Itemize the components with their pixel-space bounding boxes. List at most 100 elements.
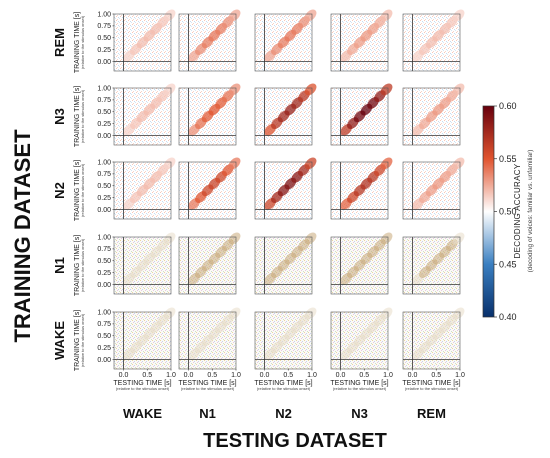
panel-frame — [330, 13, 389, 72]
row-label-n3: N3 — [52, 108, 67, 125]
y-axis-title: TRAINING TIME [s] — [74, 86, 81, 147]
x-tick-label: 0.5 — [207, 372, 217, 379]
panel-frame — [254, 87, 313, 146]
y-tick-label: 1.00 — [97, 234, 111, 241]
row-labels: REM N3 N2 N1 WAKE — [52, 28, 67, 360]
x-tick-label: 1.0 — [383, 372, 393, 379]
y-tick-label: 0.00 — [97, 133, 111, 140]
x-axis-title: TESTING TIME [s] — [113, 380, 171, 387]
colorbar-sublabel: (decoding of voices: familiar vs. unfami… — [527, 150, 534, 273]
diagonal-blob — [380, 307, 393, 320]
y-axis-subtitle: (relative to the stimulus onset) — [80, 15, 85, 69]
y-axis-subtitle: (relative to the stimulus onset) — [80, 163, 85, 217]
diagonal-blob — [452, 157, 465, 170]
colorbar-tick-label: 0.45 — [499, 259, 517, 269]
panel-n2-n1 — [178, 157, 241, 220]
panel-n1-rem — [402, 232, 465, 295]
y-tick-label: 0.25 — [97, 121, 111, 128]
y-axis-title: TRAINING TIME [s] — [74, 235, 81, 296]
panel-frame — [113, 311, 172, 370]
y-tick-label: 0.50 — [97, 109, 111, 116]
y-axis-subtitle: (relative to the stimulus onset) — [80, 238, 85, 292]
diagonal-blob — [452, 83, 465, 96]
x-axis-subtitle: (relative to the stimulus onset) — [405, 386, 459, 391]
diagonal-blob — [452, 232, 465, 245]
y-tick-label: 1.00 — [97, 85, 111, 92]
panel-frame — [113, 13, 172, 72]
panel-rem-n1 — [178, 9, 241, 72]
diagonal-blob — [228, 83, 241, 96]
panel-frame — [402, 161, 461, 220]
x-tick-label: 0.0 — [408, 372, 418, 379]
panel-n2-n3 — [330, 157, 393, 220]
y-axis-title: TRAINING TIME [s] — [74, 310, 81, 371]
panel-n1-n3 — [330, 232, 393, 295]
diagonal-blob — [452, 9, 465, 22]
y-axis-subtitle: (relative to the stimulus onset) — [80, 313, 85, 367]
colorbar-tick-label: 0.60 — [499, 101, 517, 111]
panel-n3-wake — [113, 83, 176, 146]
panel-n3-rem — [402, 83, 465, 146]
diagonal-blob — [304, 157, 317, 170]
diagonal-blob — [304, 83, 317, 96]
testing-dataset-title: TESTING DATASET — [203, 430, 387, 452]
row-label-wake: WAKE — [52, 321, 67, 360]
panel-frame — [402, 311, 461, 370]
col-label-n1: N1 — [199, 406, 216, 421]
panel-frame — [113, 236, 172, 295]
diagonal-blob — [163, 232, 176, 245]
y-axis-title: TRAINING TIME [s] — [74, 12, 81, 73]
x-axis-subtitle: (relative to the stimulus onset) — [257, 386, 311, 391]
y-tick-label: 0.75 — [97, 23, 111, 30]
diagonal-blob — [304, 9, 317, 22]
y-tick-label: 0.75 — [97, 171, 111, 178]
heatmap-grid — [113, 9, 465, 370]
col-label-n2: N2 — [275, 406, 292, 421]
diagonal-blob — [228, 307, 241, 320]
panel-frame — [402, 13, 461, 72]
y-tick-label: 0.75 — [97, 97, 111, 104]
panel-frame — [402, 236, 461, 295]
row-label-n1: N1 — [52, 257, 67, 274]
x-tick-label: 0.5 — [431, 372, 441, 379]
panel-rem-rem — [402, 9, 465, 72]
panel-n3-n3 — [330, 83, 393, 146]
panel-frame — [330, 311, 389, 370]
x-axis-title: TESTING TIME [s] — [402, 380, 460, 387]
panel-frame — [330, 161, 389, 220]
panel-n1-n1 — [178, 232, 241, 295]
row-label-rem: REM — [52, 28, 67, 57]
x-tick-label: 1.0 — [166, 372, 176, 379]
y-tick-label: 1.00 — [97, 309, 111, 316]
diagonal-blob — [380, 9, 393, 22]
panel-frame — [330, 87, 389, 146]
x-tick-label: 0.0 — [336, 372, 346, 379]
y-tick-label: 0.00 — [97, 357, 111, 364]
x-axis-subtitle: (relative to the stimulus onset) — [333, 386, 387, 391]
panel-frame — [178, 311, 237, 370]
diagonal-blob — [228, 157, 241, 170]
panel-wake-n1 — [178, 307, 241, 370]
column-labels: WAKE N1 N2 N3 REM — [123, 406, 446, 421]
panel-frame — [178, 13, 237, 72]
col-label-wake: WAKE — [123, 406, 162, 421]
y-axis-subtitle: (relative to the stimulus onset) — [80, 89, 85, 143]
y-axis-title: TRAINING TIME [s] — [74, 160, 81, 221]
y-tick-label: 0.50 — [97, 333, 111, 340]
x-axis-subtitle: (relative to the stimulus onset) — [181, 386, 235, 391]
colorbar-label: DECODING ACCURACY — [513, 163, 522, 258]
colorbar-gradient — [482, 105, 495, 318]
panel-wake-wake — [113, 307, 176, 370]
x-tick-label: 0.0 — [119, 372, 129, 379]
col-label-rem: REM — [417, 406, 446, 421]
panel-frame — [113, 161, 172, 220]
row-label-n2: N2 — [52, 182, 67, 199]
y-tick-label: 0.25 — [97, 47, 111, 54]
y-tick-label: 0.00 — [97, 207, 111, 214]
diagonal-blob — [304, 307, 317, 320]
x-axis-title: TESTING TIME [s] — [178, 380, 236, 387]
panel-frame — [254, 236, 313, 295]
colorbar-tick-label: 0.50 — [499, 207, 517, 217]
diagonal-blob — [380, 232, 393, 245]
